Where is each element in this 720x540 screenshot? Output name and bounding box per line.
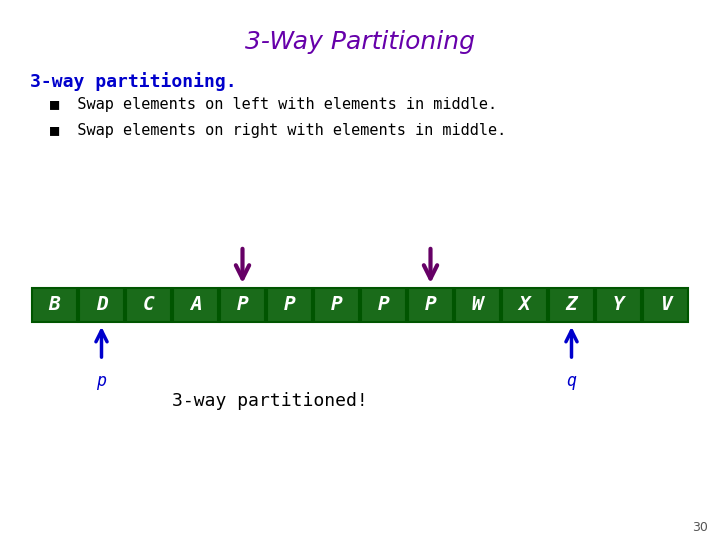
Text: P: P xyxy=(425,295,436,314)
FancyBboxPatch shape xyxy=(502,288,547,322)
FancyBboxPatch shape xyxy=(220,288,265,322)
Text: 3-way partitioning.: 3-way partitioning. xyxy=(30,72,237,91)
Text: 3-Way Partitioning: 3-Way Partitioning xyxy=(245,30,475,54)
Text: V: V xyxy=(660,295,671,314)
Text: P: P xyxy=(377,295,390,314)
Text: P: P xyxy=(330,295,343,314)
Text: 30: 30 xyxy=(692,521,708,534)
Text: A: A xyxy=(189,295,202,314)
Text: q: q xyxy=(567,372,577,390)
FancyBboxPatch shape xyxy=(32,288,77,322)
FancyBboxPatch shape xyxy=(267,288,312,322)
Text: p: p xyxy=(96,372,107,390)
Text: Y: Y xyxy=(613,295,624,314)
FancyBboxPatch shape xyxy=(314,288,359,322)
FancyBboxPatch shape xyxy=(549,288,594,322)
Text: D: D xyxy=(96,295,107,314)
Text: P: P xyxy=(284,295,295,314)
FancyBboxPatch shape xyxy=(173,288,218,322)
Text: ■  Swap elements on right with elements in middle.: ■ Swap elements on right with elements i… xyxy=(50,123,506,138)
Text: C: C xyxy=(143,295,154,314)
Text: B: B xyxy=(49,295,60,314)
Text: P: P xyxy=(237,295,248,314)
FancyBboxPatch shape xyxy=(126,288,171,322)
FancyBboxPatch shape xyxy=(643,288,688,322)
FancyBboxPatch shape xyxy=(79,288,124,322)
FancyBboxPatch shape xyxy=(361,288,406,322)
Text: W: W xyxy=(472,295,483,314)
Text: 3-way partitioned!: 3-way partitioned! xyxy=(172,392,368,410)
FancyBboxPatch shape xyxy=(596,288,641,322)
FancyBboxPatch shape xyxy=(455,288,500,322)
Text: Z: Z xyxy=(566,295,577,314)
Text: X: X xyxy=(518,295,531,314)
FancyBboxPatch shape xyxy=(408,288,453,322)
Text: ■  Swap elements on left with elements in middle.: ■ Swap elements on left with elements in… xyxy=(50,97,497,112)
